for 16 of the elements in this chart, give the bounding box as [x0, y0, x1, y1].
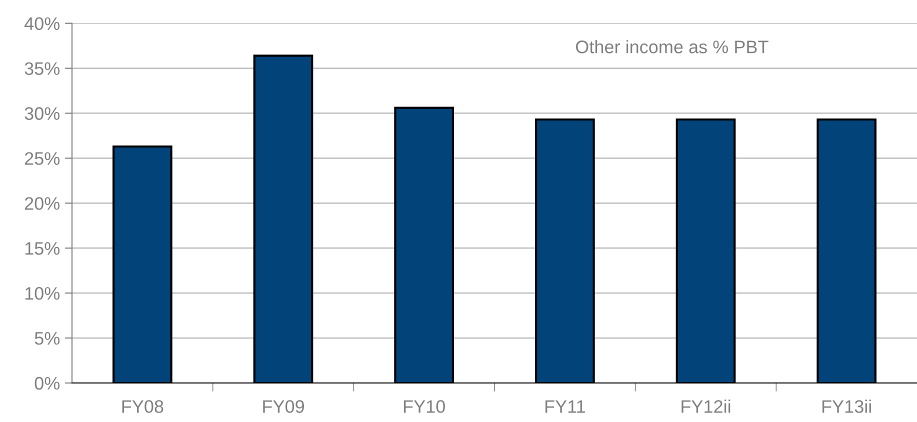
x-tick-label: FY08 — [122, 400, 164, 413]
y-tick-label: 25% — [24, 152, 60, 165]
y-tick-label: 15% — [25, 242, 60, 255]
y-tick-label: 0% — [34, 376, 60, 390]
x-tick-label: FY10 — [404, 400, 445, 413]
y-tick-label: 10% — [25, 287, 60, 300]
y-tick-label: 40% — [24, 17, 60, 30]
x-tick-label: FY12ii — [682, 400, 730, 413]
y-tick-label: 35% — [24, 62, 60, 75]
x-tick-label: FY13ii — [822, 400, 871, 413]
y-tick-label: 5% — [34, 332, 60, 345]
x-tick-label: FY11 — [545, 400, 585, 413]
y-tick-label: 20% — [24, 197, 60, 210]
y-tick-label: 30% — [24, 107, 60, 120]
x-tick-label: FY09 — [263, 400, 304, 413]
text: Other income as % PBT — [576, 40, 768, 54]
